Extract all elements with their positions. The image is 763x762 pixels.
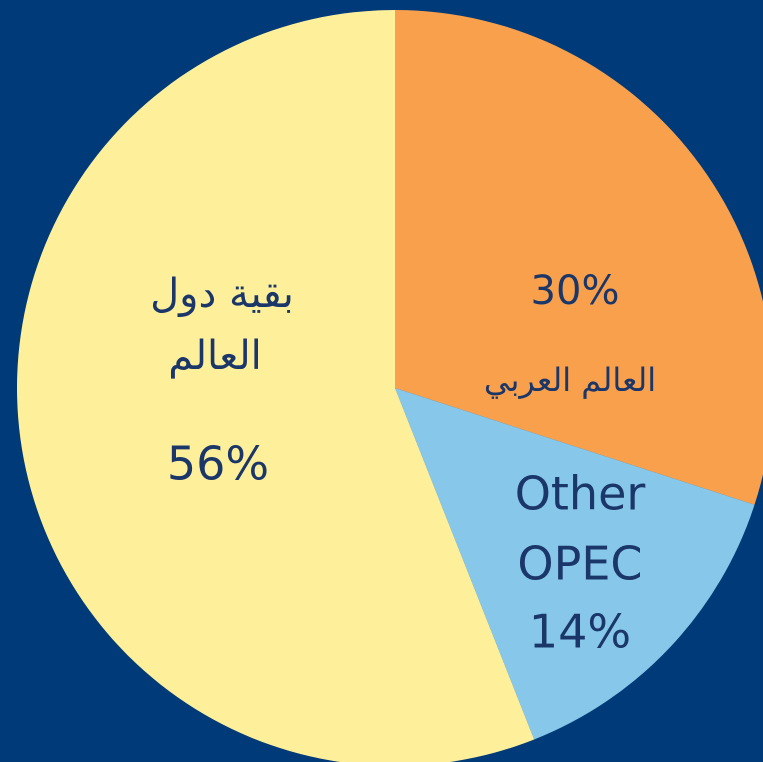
value-label: 14% bbox=[529, 605, 631, 659]
pie-slice bbox=[17, 10, 535, 762]
slice-label: العالم bbox=[168, 333, 262, 379]
value-label: 56% bbox=[167, 437, 269, 491]
slice-label: OPEC bbox=[517, 537, 642, 591]
value-label: 30% bbox=[531, 268, 620, 314]
slice-label: Other bbox=[515, 467, 646, 521]
slice-label: العالم العربي bbox=[484, 361, 656, 399]
pie-slice bbox=[395, 10, 763, 505]
slice-label: بقية دول bbox=[150, 271, 294, 317]
pie-slice bbox=[395, 388, 755, 740]
